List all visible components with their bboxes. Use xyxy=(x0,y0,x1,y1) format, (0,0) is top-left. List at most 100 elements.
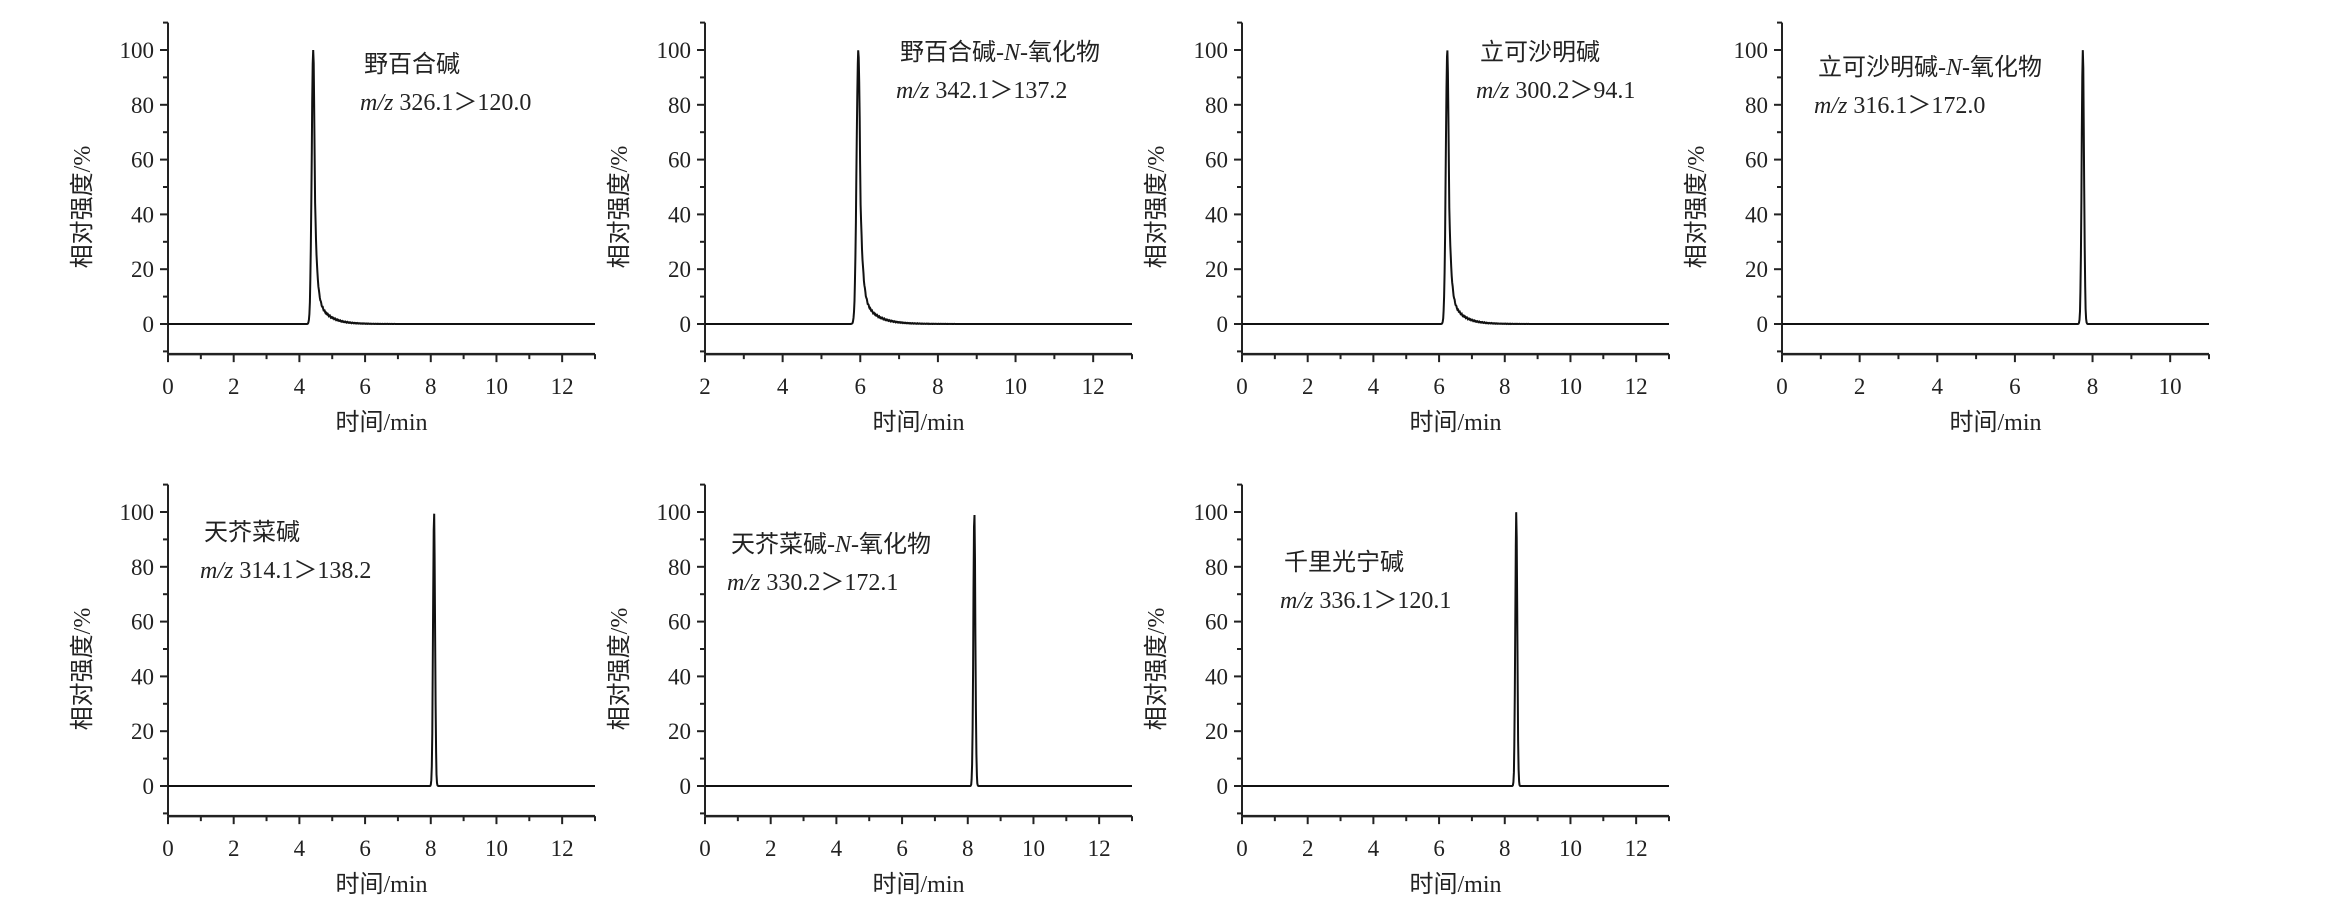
y-axis-label: 相对强度/% xyxy=(1683,146,1710,269)
x-tick-label: 10 xyxy=(2159,374,2182,399)
y-tick-label: 80 xyxy=(668,555,691,580)
x-tick-label: 10 xyxy=(1022,836,1045,861)
y-tick-label: 40 xyxy=(131,664,154,689)
x-tick-label: 8 xyxy=(1499,374,1511,399)
y-tick-label: 0 xyxy=(1217,774,1229,799)
name-part: 野百合碱 xyxy=(900,39,996,66)
mz-prefix: m/z xyxy=(200,558,239,584)
x-tick-label: 6 xyxy=(896,836,908,861)
mrm-transition: m/z 336.1＞120.1 xyxy=(1280,588,1451,614)
transition-value: 342.1＞137.2 xyxy=(935,78,1067,104)
y-tick-label: 100 xyxy=(1734,38,1769,63)
x-axis-label: 时间/min xyxy=(872,409,964,436)
mz-prefix: m/z xyxy=(360,90,399,116)
name-part: 天芥菜碱 xyxy=(731,531,827,558)
x-axis-label: 时间/min xyxy=(335,871,427,898)
y-tick-label: 100 xyxy=(120,500,155,525)
x-tick-label: 2 xyxy=(699,374,711,399)
x-tick-label: 10 xyxy=(485,374,508,399)
x-tick-label: 12 xyxy=(1625,836,1648,861)
x-axis-label: 时间/min xyxy=(1949,409,2041,436)
y-tick-label: 20 xyxy=(1745,257,1768,282)
y-tick-label: 80 xyxy=(131,555,154,580)
chromatogram-trace xyxy=(1242,50,1669,326)
x-tick-label: 8 xyxy=(425,374,437,399)
y-tick-label: 80 xyxy=(131,93,154,118)
y-tick-label: 60 xyxy=(668,148,691,173)
chart-panel: 0 20 40 60 80 100 0 2 4 6 8 10 12 时间/min 相对强度/% 立可沙明碱 m/… xyxy=(1143,21,1670,436)
y-tick-label: 100 xyxy=(1194,38,1229,63)
y-tick-label: 60 xyxy=(1205,610,1228,635)
chart-panel: 0 20 40 60 80 100 0 2 4 6 8 10 12 时间/min 相对强度/% 野百合碱 m/z… xyxy=(69,21,596,436)
transition-value: 326.1＞120.0 xyxy=(399,90,531,116)
n-italic: N xyxy=(1003,40,1022,66)
y-tick-label: 100 xyxy=(1194,500,1229,525)
y-tick-label: 80 xyxy=(668,93,691,118)
y-axis-label: 相对强度/% xyxy=(606,146,633,269)
y-axis-label: 相对强度/% xyxy=(606,608,633,731)
y-tick-label: 0 xyxy=(1217,312,1229,337)
y-tick-label: 60 xyxy=(1745,148,1768,173)
x-tick-label: 8 xyxy=(1499,836,1511,861)
x-axis-label: 时间/min xyxy=(335,409,427,436)
compound-name: 立可沙明碱-N-氧化物 xyxy=(1818,54,2042,81)
x-tick-label: 4 xyxy=(777,374,789,399)
y-tick-label: 40 xyxy=(1205,664,1228,689)
mz-prefix: m/z xyxy=(896,78,935,104)
compound-name: 野百合碱 xyxy=(364,51,460,78)
x-tick-label: 6 xyxy=(2009,374,2021,399)
x-tick-label: 12 xyxy=(1625,374,1648,399)
y-tick-label: 60 xyxy=(131,148,154,173)
hyphen: - xyxy=(827,532,835,558)
y-tick-label: 80 xyxy=(1205,555,1228,580)
x-tick-label: 6 xyxy=(359,374,371,399)
chromatogram-trace xyxy=(705,514,1132,787)
y-tick-label: 20 xyxy=(131,719,154,744)
name-part: -氧化物 xyxy=(851,531,931,558)
hyphen: - xyxy=(996,40,1004,66)
x-tick-label: 4 xyxy=(831,836,843,861)
chromatogram-trace xyxy=(168,513,595,787)
x-tick-label: 0 xyxy=(699,836,711,861)
mz-prefix: m/z xyxy=(727,570,766,596)
x-axis-label: 时间/min xyxy=(1409,871,1501,898)
x-tick-label: 4 xyxy=(1368,836,1380,861)
chromatogram-trace xyxy=(1782,50,2209,325)
x-tick-label: 8 xyxy=(962,836,974,861)
x-tick-label: 8 xyxy=(425,836,437,861)
y-tick-label: 20 xyxy=(1205,257,1228,282)
x-tick-label: 10 xyxy=(485,836,508,861)
name-part: -氧化物 xyxy=(1020,39,1100,66)
x-tick-label: 2 xyxy=(228,836,240,861)
mz-prefix: m/z xyxy=(1476,78,1515,104)
x-tick-label: 6 xyxy=(359,836,371,861)
y-tick-label: 60 xyxy=(1205,148,1228,173)
x-tick-label: 0 xyxy=(1236,374,1248,399)
y-tick-label: 0 xyxy=(143,774,155,799)
x-tick-label: 12 xyxy=(1088,836,1111,861)
x-tick-label: 10 xyxy=(1559,836,1582,861)
transition-value: 314.1＞138.2 xyxy=(239,558,371,584)
y-tick-label: 60 xyxy=(668,610,691,635)
y-tick-label: 0 xyxy=(680,312,692,337)
mrm-transition: m/z 300.2＞94.1 xyxy=(1476,78,1635,104)
y-tick-label: 60 xyxy=(131,610,154,635)
x-tick-label: 10 xyxy=(1004,374,1027,399)
y-tick-label: 0 xyxy=(143,312,155,337)
y-axis-label: 相对强度/% xyxy=(1143,146,1170,269)
y-tick-label: 40 xyxy=(668,202,691,227)
x-tick-label: 4 xyxy=(294,374,306,399)
y-tick-label: 20 xyxy=(131,257,154,282)
x-tick-label: 2 xyxy=(228,374,240,399)
x-tick-label: 2 xyxy=(1854,374,1866,399)
name-part: 立可沙明碱 xyxy=(1818,54,1938,81)
transition-value: 336.1＞120.1 xyxy=(1319,588,1451,614)
y-tick-label: 0 xyxy=(680,774,692,799)
y-tick-label: 20 xyxy=(668,257,691,282)
mz-prefix: m/z xyxy=(1814,93,1853,119)
chart-panel: 0 20 40 60 80 100 0 2 4 6 8 10 12 时间/min 相对强度/% 千里光宁碱 m/… xyxy=(1143,483,1670,898)
x-tick-label: 2 xyxy=(1302,374,1314,399)
y-axis-label: 相对强度/% xyxy=(69,146,96,269)
compound-name: 天芥菜碱-N-氧化物 xyxy=(731,531,931,558)
